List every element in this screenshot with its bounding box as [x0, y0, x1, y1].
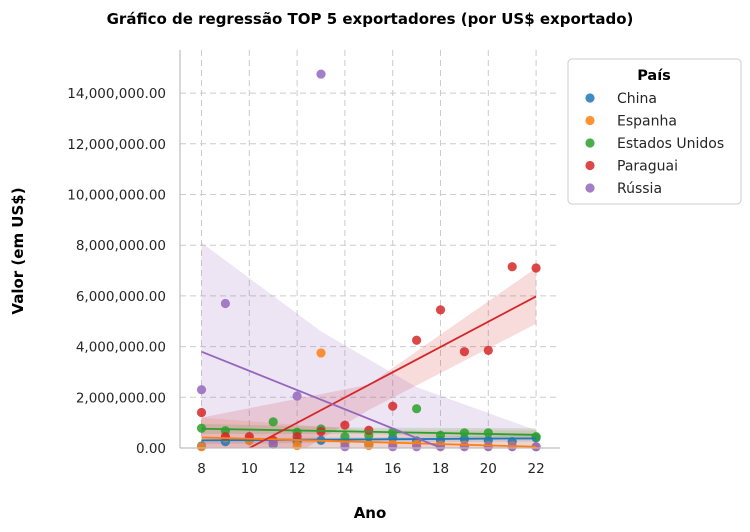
regression-line [201, 350, 444, 448]
x-tick-label: 20 [480, 461, 497, 477]
legend-label: Paraguai [617, 159, 678, 175]
data-point [412, 442, 422, 452]
confidence-bands [201, 242, 537, 448]
grid-lines [180, 50, 560, 449]
y-tick-label: 8,000,000.00 [76, 238, 166, 254]
x-tick-labels: 8 10 12 14 16 18 20 22 [197, 461, 544, 477]
y-tick-label: 6,000,000.00 [76, 289, 166, 305]
x-tick-label: 16 [384, 461, 401, 477]
confidence-band [201, 242, 537, 448]
data-point [507, 262, 517, 272]
x-tick-label: 22 [528, 461, 545, 477]
data-point [196, 423, 207, 433]
legend-label: Espanha [617, 114, 677, 130]
data-point [292, 431, 302, 442]
data-point [531, 431, 541, 442]
data-point [483, 428, 493, 438]
regression-line [201, 437, 537, 442]
data-point [340, 420, 350, 430]
data-point [412, 335, 422, 345]
data-point [196, 442, 207, 452]
chart-title: Gráfico de regressão TOP 5 exportadores … [107, 10, 634, 28]
data-point [196, 407, 207, 418]
legend-marker [585, 93, 595, 103]
data-point [316, 69, 326, 79]
x-tick-label: 10 [241, 461, 258, 477]
data-point [483, 442, 493, 452]
data-point [292, 391, 302, 401]
regression-lines [201, 295, 537, 448]
y-tick-label: 4,000,000.00 [76, 340, 166, 356]
data-point [459, 442, 470, 452]
data-point [292, 440, 302, 451]
data-point [388, 401, 398, 411]
regression-line [201, 436, 537, 448]
legend-marker [585, 115, 595, 126]
legend-marker [585, 138, 595, 148]
y-tick-label: 12,000,000.00 [67, 137, 166, 153]
regression-line [201, 427, 537, 436]
legend-title: País [637, 68, 671, 84]
x-tick-label: 8 [197, 461, 206, 477]
data-point [364, 425, 374, 435]
legend-marker [585, 160, 595, 171]
data-point [459, 347, 470, 357]
regression-line [247, 295, 537, 448]
data-point [531, 263, 541, 273]
data-point [268, 417, 278, 427]
legend-marker [585, 183, 595, 193]
confidence-band [201, 268, 537, 448]
y-tick-label: 14,000,000.00 [67, 86, 166, 102]
y-tick-label: 2,000,000.00 [76, 390, 166, 406]
data-point [316, 348, 326, 358]
legend: País China Espanha Estados Unidos Paraguai R… [567, 58, 742, 205]
data-point [388, 442, 398, 452]
legend-label: China [617, 91, 657, 107]
data-point [340, 442, 350, 452]
data-point [220, 298, 231, 309]
y-tick-labels: 0.00 2,000,000.00 4,000,000.00 6,000,000.00… [67, 86, 166, 457]
legend-label: Estados Unidos [617, 136, 724, 152]
y-tick-label: 10,000,000.00 [67, 187, 166, 203]
legend-label: Rússia [617, 181, 662, 197]
x-tick-label: 18 [432, 461, 449, 477]
x-tick-label: 14 [336, 461, 353, 477]
y-axis-label: Valor (em US$) [9, 187, 27, 314]
data-point [531, 442, 541, 452]
data-point [435, 305, 446, 315]
data-point [196, 385, 207, 395]
x-axis-label: Ano [354, 504, 387, 522]
x-tick-label: 12 [289, 461, 306, 477]
legend-box [567, 58, 742, 205]
data-point [412, 404, 422, 414]
y-tick-label: 0.00 [136, 441, 166, 457]
data-point [483, 345, 493, 356]
